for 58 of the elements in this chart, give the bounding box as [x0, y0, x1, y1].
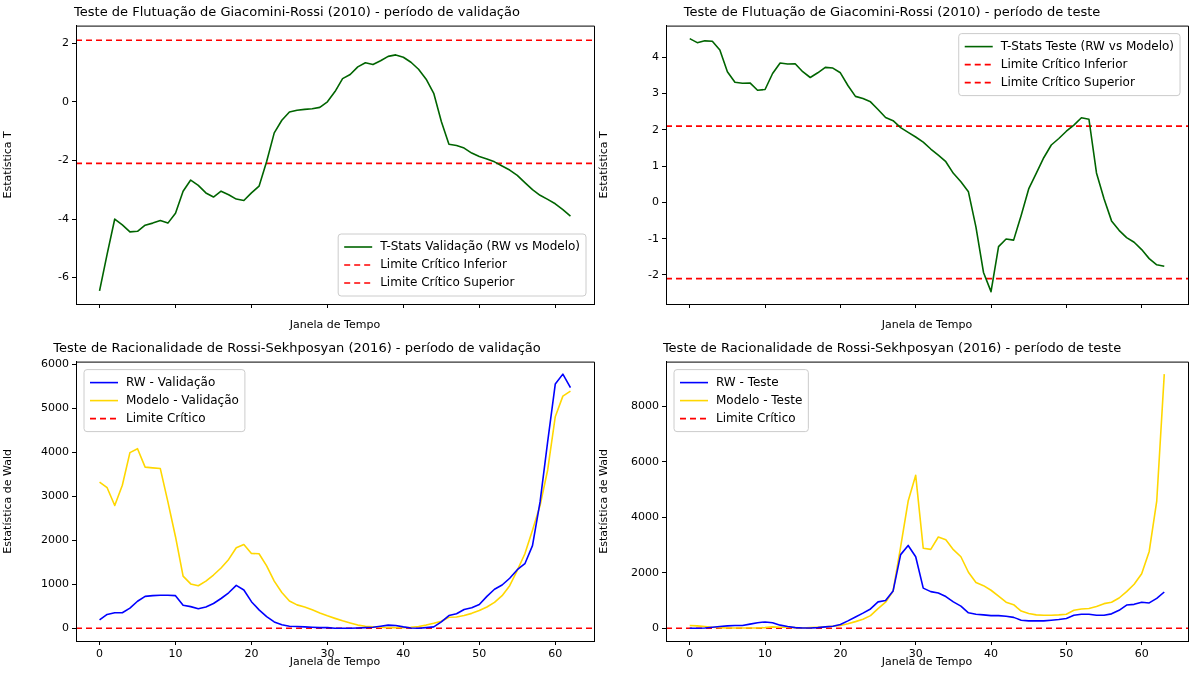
legend-label: Modelo - Validação — [126, 392, 239, 407]
y-axis-title: Estatística T — [597, 130, 611, 199]
y-tick-label: 4 — [652, 50, 659, 64]
y-tick-label: -6 — [58, 270, 69, 284]
legend-label: Limite Crítico — [126, 410, 206, 425]
x-tick-label: 10 — [758, 647, 773, 661]
legend-label: RW - Validação — [126, 374, 216, 389]
y-tick-label: 2000 — [631, 565, 659, 579]
x-tick-label: 60 — [548, 647, 563, 661]
x-tick-label: 40 — [396, 647, 411, 661]
legend-label: Modelo - Teste — [716, 392, 803, 407]
legend-label: Limite Crítico Inferior — [380, 257, 507, 272]
legend-label: Limite Crítico Inferior — [1000, 56, 1128, 71]
y-tick-label: 4000 — [631, 510, 659, 524]
legend-label: RW - Teste — [716, 374, 779, 389]
y-tick-label: 3000 — [41, 489, 69, 503]
y-tick-label: 0 — [62, 621, 69, 635]
y-tick-label: 1 — [652, 158, 659, 172]
x-tick-label: 50 — [1059, 647, 1074, 661]
y-axis-title: Estatística de Wald — [1, 448, 15, 554]
y-tick-label: -1 — [648, 231, 659, 245]
legend-label: Limite Crítico Superior — [380, 275, 515, 290]
legend-label: T-Stats Teste (RW vs Modelo) — [999, 38, 1175, 53]
x-tick-label: 10 — [168, 647, 183, 661]
legend-label: Limite Crítico Superior — [1000, 74, 1135, 89]
x-axis-title: Janela de Tempo — [880, 318, 973, 332]
chart-title: Teste de Flutuação de Giacomini-Rossi (2010) - período de validação — [73, 4, 520, 20]
y-tick-label: -4 — [58, 211, 69, 225]
x-tick-label: 0 — [96, 647, 104, 661]
y-tick-label: 0 — [62, 94, 69, 108]
y-tick-label: 5000 — [41, 401, 69, 415]
legend-label: Limite Crítico — [716, 410, 796, 425]
x-tick-label: 50 — [472, 647, 487, 661]
y-axis-title: Estatística de Wald — [597, 448, 611, 554]
y-tick-label: 6000 — [41, 357, 69, 371]
y-tick-label: -2 — [648, 267, 659, 281]
y-tick-label: 2000 — [41, 533, 69, 547]
y-tick-label: 8000 — [631, 399, 659, 413]
legend-label: T-Stats Validação (RW vs Modelo) — [379, 239, 581, 254]
y-tick-label: 4000 — [41, 445, 69, 459]
y-tick-label: 2 — [652, 122, 659, 136]
chart-title: Teste de Racionalidade de Rossi-Sekhposyan (2016) - período de teste — [661, 340, 1122, 356]
y-tick-label: 6000 — [631, 454, 659, 468]
y-tick-label: 1000 — [41, 577, 69, 591]
y-tick-label: 2 — [62, 36, 69, 50]
x-axis-title: Janela de Tempo — [288, 318, 381, 332]
x-tick-label: 20 — [244, 647, 259, 661]
x-tick-label: 40 — [984, 647, 999, 661]
y-tick-label: -2 — [58, 153, 69, 167]
y-tick-label: 0 — [652, 195, 659, 209]
chart-title: Teste de Flutuação de Giacomini-Rossi (2010) - período de teste — [682, 4, 1101, 20]
x-tick-label: 20 — [833, 647, 848, 661]
y-axis-title: Estatística T — [1, 130, 15, 199]
x-tick-label: 0 — [686, 647, 694, 661]
y-tick-label: 0 — [652, 621, 659, 635]
x-tick-label: 60 — [1134, 647, 1149, 661]
chart-title: Teste de Racionalidade de Rossi-Sekhposyan (2016) - período de validação — [52, 340, 541, 356]
y-tick-label: 3 — [652, 86, 659, 100]
